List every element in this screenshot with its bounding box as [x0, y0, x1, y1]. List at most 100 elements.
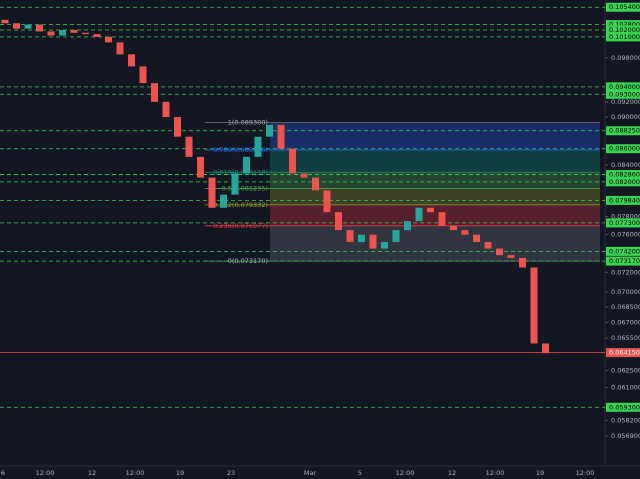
candle-body — [93, 34, 101, 37]
level-tag — [606, 218, 640, 228]
x-tick-label: 23 — [227, 469, 235, 477]
candle-body — [1, 19, 9, 24]
fib-label: 0.5(0.081235) — [222, 184, 268, 192]
level-tag — [606, 144, 640, 154]
candle-body — [277, 124, 285, 149]
x-tick-label: 12:00 — [576, 469, 595, 477]
candle-body — [139, 66, 147, 84]
level-label: 0.082000 — [609, 178, 640, 186]
last-price-label: 0.064150 — [609, 349, 640, 357]
candle-body — [461, 230, 469, 235]
y-tick-label: 0.061000 — [611, 384, 640, 392]
fib-label: 0.786(0.085848) — [213, 146, 268, 154]
candle-body — [381, 242, 388, 249]
candle-body — [415, 207, 423, 222]
fib-label: 1(0.089300) — [228, 119, 268, 127]
candle-body — [105, 36, 112, 43]
level-label: 0.088250 — [609, 127, 640, 135]
candle-body — [404, 221, 411, 231]
level-label: 0.082860 — [609, 171, 640, 179]
candle-body — [519, 257, 526, 268]
x-tick-label: 12 — [448, 469, 456, 477]
candle-body — [254, 136, 262, 157]
x-tick-label: Mar — [304, 469, 317, 477]
y-tick-label: 0.084000 — [611, 161, 640, 169]
candle-body — [496, 248, 503, 256]
fib-zone — [270, 172, 600, 189]
candle-body — [358, 234, 365, 243]
level-label: 0.059300 — [609, 403, 640, 411]
y-tick-label: 0.067000 — [611, 318, 640, 326]
level-label: 0.094000 — [609, 83, 640, 91]
fib-zone — [270, 204, 600, 226]
candle-body — [450, 225, 457, 231]
last-price-tag — [606, 348, 640, 358]
level-label: 0.093000 — [609, 90, 640, 98]
candle-body — [266, 124, 273, 137]
candle-body — [151, 83, 158, 102]
level-label: 0.079840 — [609, 196, 640, 204]
candle-body — [473, 234, 480, 243]
x-tick-label: 19 — [176, 469, 184, 477]
y-tick-label: 0.076000 — [611, 231, 640, 239]
fib-zone — [270, 225, 600, 262]
candle-body — [438, 212, 446, 226]
level-tag — [606, 32, 640, 42]
candle-body — [289, 148, 296, 174]
candle-body — [36, 24, 43, 32]
fib-zone — [270, 188, 600, 205]
x-tick-label: 12:00 — [396, 469, 415, 477]
candle-body — [427, 207, 434, 213]
level-tag — [606, 170, 640, 180]
candle-body — [392, 230, 400, 243]
level-label: 0.101000 — [609, 33, 640, 41]
fib-label: 0.236(0.076977) — [213, 222, 268, 230]
y-tick-label: 0.056900 — [611, 432, 640, 440]
candle-body — [231, 173, 239, 195]
candle-body — [346, 230, 354, 243]
fib-zone — [270, 149, 600, 173]
level-tag — [606, 89, 640, 99]
candle-body — [116, 42, 124, 55]
x-tick-label: 12:00 — [486, 469, 505, 477]
level-tag — [606, 2, 640, 12]
candle-body — [300, 173, 308, 178]
candle-body — [47, 31, 55, 36]
candle-body — [162, 101, 170, 118]
x-tick-label: 12:00 — [36, 469, 55, 477]
candle-body — [243, 156, 250, 174]
level-label: 0.073170 — [609, 257, 640, 265]
x-tick-label: 12:00 — [126, 469, 145, 477]
level-tag — [606, 246, 640, 256]
candle-body — [542, 343, 549, 354]
candle-body — [59, 30, 66, 36]
level-tag — [606, 126, 640, 136]
x-tick-label: 6 — [1, 469, 5, 477]
y-tick-label: 0.078000 — [611, 213, 640, 221]
candle-body — [197, 156, 204, 178]
y-tick-label: 0.070000 — [611, 288, 640, 296]
level-label: 0.086000 — [609, 145, 640, 153]
fib-label: 0.382(0.079332) — [213, 201, 268, 209]
level-tag — [606, 20, 640, 30]
candle-body — [13, 23, 20, 29]
fib-zone — [270, 122, 600, 150]
candle-body — [220, 194, 227, 208]
x-tick-label: 12 — [88, 469, 96, 477]
y-tick-label: 0.092000 — [611, 98, 640, 106]
level-tag — [606, 82, 640, 92]
level-label: 0.077300 — [609, 219, 640, 227]
candle-body — [530, 267, 538, 344]
x-tick-label: 5 — [358, 469, 362, 477]
candle-body — [24, 24, 32, 29]
level-tag — [606, 25, 640, 35]
y-tick-label: 0.062500 — [611, 367, 640, 375]
candle-body — [369, 234, 377, 249]
y-tick-label: 0.072000 — [611, 268, 640, 276]
candle-body — [174, 117, 181, 137]
candle-body — [208, 177, 216, 208]
candle-body — [507, 255, 515, 258]
candle-body — [82, 32, 89, 35]
